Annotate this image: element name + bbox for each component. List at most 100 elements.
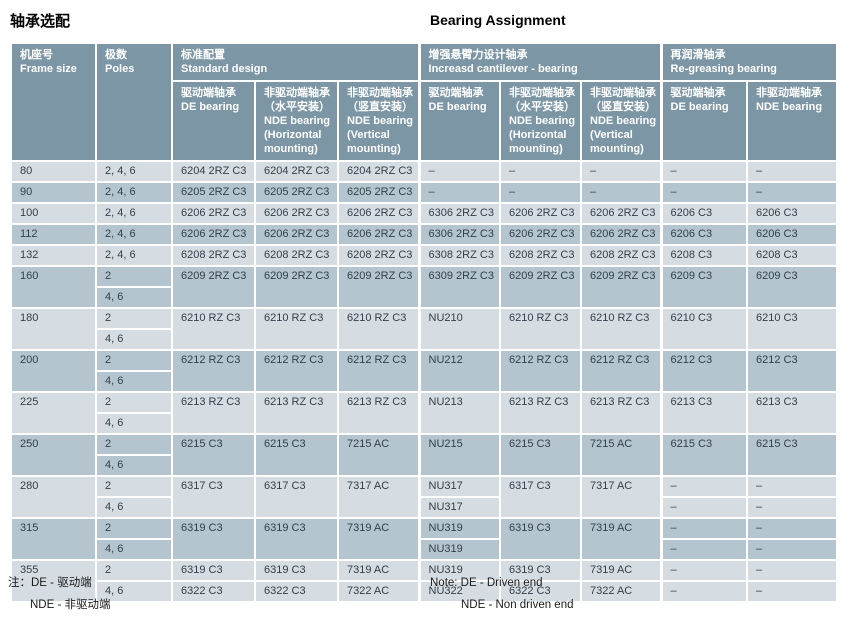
cell-regrease-nde: 6206 C3: [746, 223, 839, 246]
cell-poles: 2: [95, 349, 173, 372]
cell-cantilever-de: NU319: [417, 538, 502, 561]
cell-regrease-nde: –: [746, 559, 839, 582]
table-row-frame-250: 250 2 6215 C3 6215 C3 7215 AC NU215 6215 C3 721…: [10, 433, 839, 477]
cell-cantilever-nde-horizontal: 6319 C3: [499, 517, 583, 561]
table-row-frame-200: 200 2 6212 RZ C3 6212 RZ C3 6212 RZ C3 NU212 6…: [10, 349, 839, 393]
cell-cantilever-de: NU317: [417, 496, 502, 519]
cell-std-nde-horizontal: 6215 C3: [254, 433, 339, 477]
cell-std-nde-horizontal: 6322 C3: [254, 580, 339, 603]
cell-frame-size: 90: [10, 181, 97, 204]
cell-cantilever-nde-vertical: 6206 2RZ C3: [580, 202, 663, 225]
table-row-frame-160: 160 2 6209 2RZ C3 6209 2RZ C3 6209 2RZ C3 630…: [10, 265, 839, 309]
cell-cantilever-de: –: [417, 181, 502, 204]
cell-cantilever-nde-vertical: 6208 2RZ C3: [580, 244, 663, 267]
table-row-frame-160: 4, 6: [11, 286, 837, 309]
cell-regrease-de: –: [659, 181, 749, 204]
cell-std-de: 6209 2RZ C3: [171, 265, 256, 309]
header-cantilever-nde-horizontal: 非驱动端轴承 （水平安装） NDE bearing (Horizontal mo…: [499, 80, 583, 162]
cell-frame-size: 112: [10, 223, 97, 246]
cell-regrease-nde: –: [746, 517, 839, 540]
cell-cantilever-de: NU322: [417, 580, 502, 603]
cell-cantilever-nde-horizontal: 6208 2RZ C3: [499, 244, 583, 267]
cell-std-nde-vertical: 6205 2RZ C3: [336, 181, 421, 204]
cell-regrease-de: 6213 C3: [659, 391, 749, 435]
cell-std-de: 6319 C3: [171, 517, 256, 561]
cell-regrease-de: –: [659, 496, 749, 519]
cell-std-nde-vertical: 6208 2RZ C3: [336, 244, 421, 267]
note-zh: 注：DE - 驱动端 NDE - 非驱动端: [8, 572, 111, 616]
note-en-line2: NDE - Non driven end: [461, 599, 574, 611]
cell-std-de: 6319 C3: [171, 559, 256, 582]
header-poles: 极数 Poles: [95, 42, 173, 162]
cell-std-nde-horizontal: 6208 2RZ C3: [254, 244, 339, 267]
note-zh-line2: NDE - 非驱动端: [30, 599, 111, 611]
cell-cantilever-nde-vertical: 6206 2RZ C3: [580, 223, 663, 246]
cell-cantilever-nde-vertical: 6213 RZ C3: [580, 391, 663, 435]
cell-cantilever-nde-horizontal: 6210 RZ C3: [499, 307, 583, 351]
table-row-frame-180: 180 2 6210 RZ C3 6210 RZ C3 6210 RZ C3 NU210 6…: [10, 307, 839, 351]
cell-poles: 4, 6: [95, 286, 173, 309]
cell-cantilever-nde-horizontal: 6322 C3: [499, 580, 583, 603]
cell-frame-size: 315: [10, 517, 97, 561]
header-sub-row: 驱动端轴承 DE bearing 非驱动端轴承 （水平安装） NDE beari…: [11, 80, 839, 162]
cell-std-de: 6204 2RZ C3: [171, 160, 256, 183]
cell-cantilever-nde-horizontal: 6215 C3: [499, 433, 583, 477]
cell-poles: 2: [95, 307, 173, 330]
header-group-row: 机座号 Frame size 极数 Poles 标准配置 Standard de…: [10, 42, 839, 162]
cell-std-nde-horizontal: 6213 RZ C3: [254, 391, 339, 435]
cell-regrease-nde: 6213 C3: [746, 391, 839, 435]
cell-cantilever-de: NU215: [417, 433, 502, 477]
cell-std-nde-horizontal: 6209 2RZ C3: [254, 265, 339, 309]
cell-regrease-de: 6209 C3: [659, 265, 749, 309]
cell-std-nde-vertical: 7322 AC: [336, 580, 421, 603]
cell-std-nde-horizontal: 6319 C3: [254, 559, 339, 582]
cell-std-de: 6213 RZ C3: [171, 391, 256, 435]
cell-std-nde-vertical: 6213 RZ C3: [336, 391, 421, 435]
table-row-frame-315: 315 2 6319 C3 6319 C3 7319 AC NU319 6319 C3 731…: [10, 517, 839, 561]
cell-frame-size: 250: [10, 433, 97, 477]
cell-frame-size: 200: [10, 349, 97, 393]
cell-std-de: 6205 2RZ C3: [171, 181, 256, 204]
note-zh-line1: 注：DE - 驱动端: [8, 577, 92, 589]
cell-std-nde-vertical: 7215 AC: [336, 433, 421, 477]
cell-poles: 2: [95, 517, 173, 540]
table-row-frame-355: 4, 6 6322 C3 6322 C3 7322 AC NU322 6322 C3 732…: [11, 580, 839, 603]
cell-std-de: 6215 C3: [171, 433, 256, 477]
table-row-frame-100: 100 2, 4, 6 6206 2RZ C3 6206 2RZ C3 6206 2RZ…: [10, 202, 839, 225]
table-body: 80 2, 4, 6 6204 2RZ C3 6204 2RZ C3 6204 2RZ …: [10, 160, 839, 603]
cell-std-nde-horizontal: 6319 C3: [254, 517, 339, 561]
cell-regrease-nde: –: [746, 538, 839, 561]
page-title-zh: 轴承选配: [10, 13, 71, 30]
cell-cantilever-nde-vertical: –: [580, 181, 663, 204]
cell-std-de: 6212 RZ C3: [171, 349, 256, 393]
cell-std-nde-vertical: 6204 2RZ C3: [336, 160, 421, 183]
cell-std-nde-vertical: 6210 RZ C3: [336, 307, 421, 351]
cell-regrease-nde: –: [746, 475, 839, 498]
cell-std-de: 6322 C3: [171, 580, 256, 603]
cell-cantilever-de: NU212: [417, 349, 502, 393]
cell-std-de: 6208 2RZ C3: [171, 244, 256, 267]
cell-cantilever-de: NU213: [417, 391, 502, 435]
cell-poles: 4, 6: [95, 370, 173, 393]
cell-regrease-nde: –: [746, 181, 839, 204]
cell-cantilever-nde-horizontal: –: [499, 160, 583, 183]
cell-poles: 4, 6: [95, 538, 173, 561]
cell-std-nde-vertical: 6206 2RZ C3: [336, 223, 421, 246]
cell-poles: 2, 4, 6: [95, 181, 173, 204]
cell-regrease-nde: 6215 C3: [746, 433, 839, 477]
cell-poles: 4, 6: [95, 580, 173, 603]
cell-poles: 2: [95, 475, 173, 498]
cell-regrease-nde: –: [746, 580, 839, 603]
cell-std-nde-horizontal: 6317 C3: [254, 475, 339, 519]
cell-poles: 4, 6: [95, 454, 173, 477]
cell-cantilever-nde-vertical: 7317 AC: [580, 475, 663, 519]
cell-cantilever-de: 6308 2RZ C3: [417, 244, 502, 267]
cell-frame-size: 132: [10, 244, 97, 267]
cell-cantilever-nde-vertical: 6212 RZ C3: [580, 349, 663, 393]
cell-cantilever-nde-vertical: 7322 AC: [580, 580, 663, 603]
header-cantilever-nde-vertical: 非驱动端轴承 （竖直安装） NDE bearing (Vertical moun…: [580, 80, 663, 162]
cell-cantilever-nde-horizontal: 6212 RZ C3: [499, 349, 583, 393]
header-regrease-de-bearing: 驱动端轴承 DE bearing: [659, 80, 749, 162]
table-row-frame-112: 112 2, 4, 6 6206 2RZ C3 6206 2RZ C3 6206 2RZ…: [10, 223, 839, 246]
cell-regrease-de: –: [659, 475, 749, 498]
